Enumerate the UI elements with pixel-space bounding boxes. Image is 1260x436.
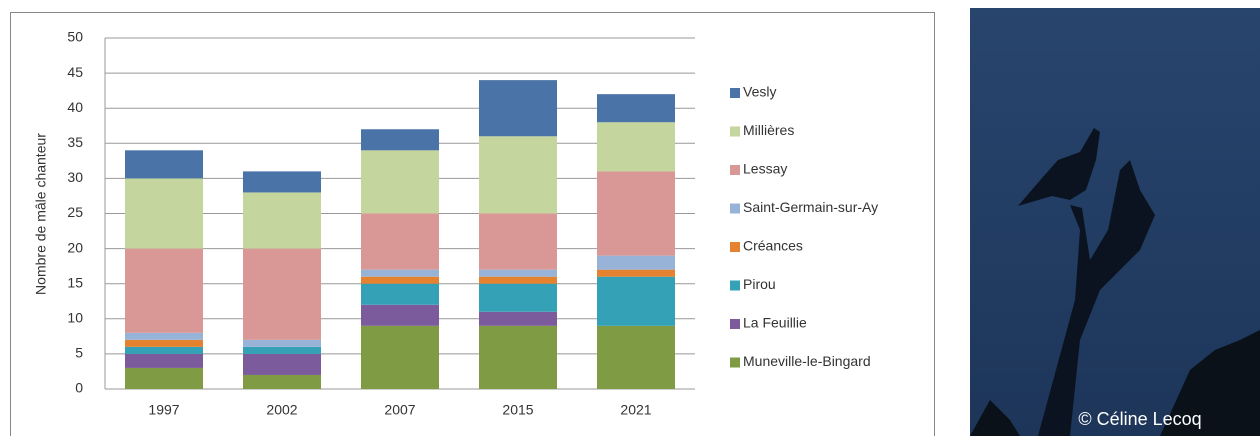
bar-segment	[479, 80, 557, 136]
bar-segment	[243, 354, 321, 375]
legend-swatch	[730, 88, 740, 98]
bar-segment	[243, 340, 321, 347]
bar-segment	[361, 305, 439, 326]
bar-segment	[125, 150, 203, 178]
bar-segment	[479, 270, 557, 277]
y-tick-label: 0	[75, 380, 83, 396]
x-tick-label: 1997	[148, 402, 179, 418]
y-tick-label: 10	[67, 310, 83, 326]
legend-label: La Feuillie	[743, 315, 807, 331]
bar-segment	[479, 312, 557, 326]
bar-segment	[243, 375, 321, 389]
y-tick-label: 40	[67, 99, 83, 115]
bar-segment	[125, 354, 203, 368]
legend-label: Pirou	[743, 276, 776, 292]
y-tick-label: 5	[75, 345, 83, 361]
legend-swatch	[730, 242, 740, 252]
bar-segment	[361, 150, 439, 213]
x-tick-label: 2021	[620, 402, 651, 418]
bar-segment	[479, 284, 557, 312]
x-tick-label: 2002	[266, 402, 297, 418]
y-tick-label: 50	[67, 29, 83, 45]
bar-segment	[243, 249, 321, 340]
bar-segment	[361, 270, 439, 277]
bar-segment	[597, 256, 675, 270]
bar-segment	[597, 122, 675, 171]
legend-swatch	[730, 281, 740, 291]
bar-segment	[125, 340, 203, 347]
bar-segment	[597, 171, 675, 255]
bar-segment	[243, 347, 321, 354]
bar-segment	[125, 368, 203, 389]
legend-label: Muneville-le-Bingard	[743, 353, 871, 369]
bar-segment	[361, 284, 439, 305]
x-tick-label: 2015	[502, 402, 533, 418]
bar-segment	[125, 178, 203, 248]
legend-swatch	[730, 165, 740, 175]
photo-credit: © Céline Lecoq	[1078, 409, 1201, 429]
bar-segment	[597, 270, 675, 277]
y-tick-label: 20	[67, 239, 83, 255]
bar-segment	[125, 249, 203, 333]
legend-swatch	[730, 127, 740, 137]
x-tick-label: 2007	[384, 402, 415, 418]
bar-segment	[243, 171, 321, 192]
photo: © Céline Lecoq	[970, 8, 1260, 436]
y-tick-label: 15	[67, 274, 83, 290]
bar-segment	[361, 129, 439, 150]
bar-segment	[479, 136, 557, 213]
bar-segment	[597, 326, 675, 389]
bar-segment	[125, 347, 203, 354]
bar-segment	[479, 277, 557, 284]
bar-segment	[361, 326, 439, 389]
legend-swatch	[730, 319, 740, 329]
y-tick-label: 45	[67, 64, 83, 80]
legend-label: Saint-Germain-sur-Ay	[743, 199, 878, 215]
bar-segment	[243, 192, 321, 248]
legend-label: Millières	[743, 122, 794, 138]
bar-segment	[597, 94, 675, 122]
bar-segment	[125, 333, 203, 340]
y-tick-label: 25	[67, 204, 83, 220]
bar-segment	[361, 214, 439, 270]
legend-label: Lessay	[743, 161, 787, 177]
bar-segment	[479, 326, 557, 389]
page: Nombre de mâle chanteur © Céline Lecoq 0…	[0, 0, 1260, 436]
y-tick-label: 30	[67, 169, 83, 185]
legend-swatch	[730, 358, 740, 368]
bar-segment	[361, 277, 439, 284]
legend-swatch	[730, 204, 740, 214]
bar-segment	[479, 214, 557, 270]
legend-label: Créances	[743, 238, 803, 254]
y-tick-label: 35	[67, 134, 83, 150]
bar-segment	[597, 277, 675, 326]
y-axis-label: Nombre de mâle chanteur	[33, 133, 49, 295]
legend-label: Vesly	[743, 84, 776, 100]
